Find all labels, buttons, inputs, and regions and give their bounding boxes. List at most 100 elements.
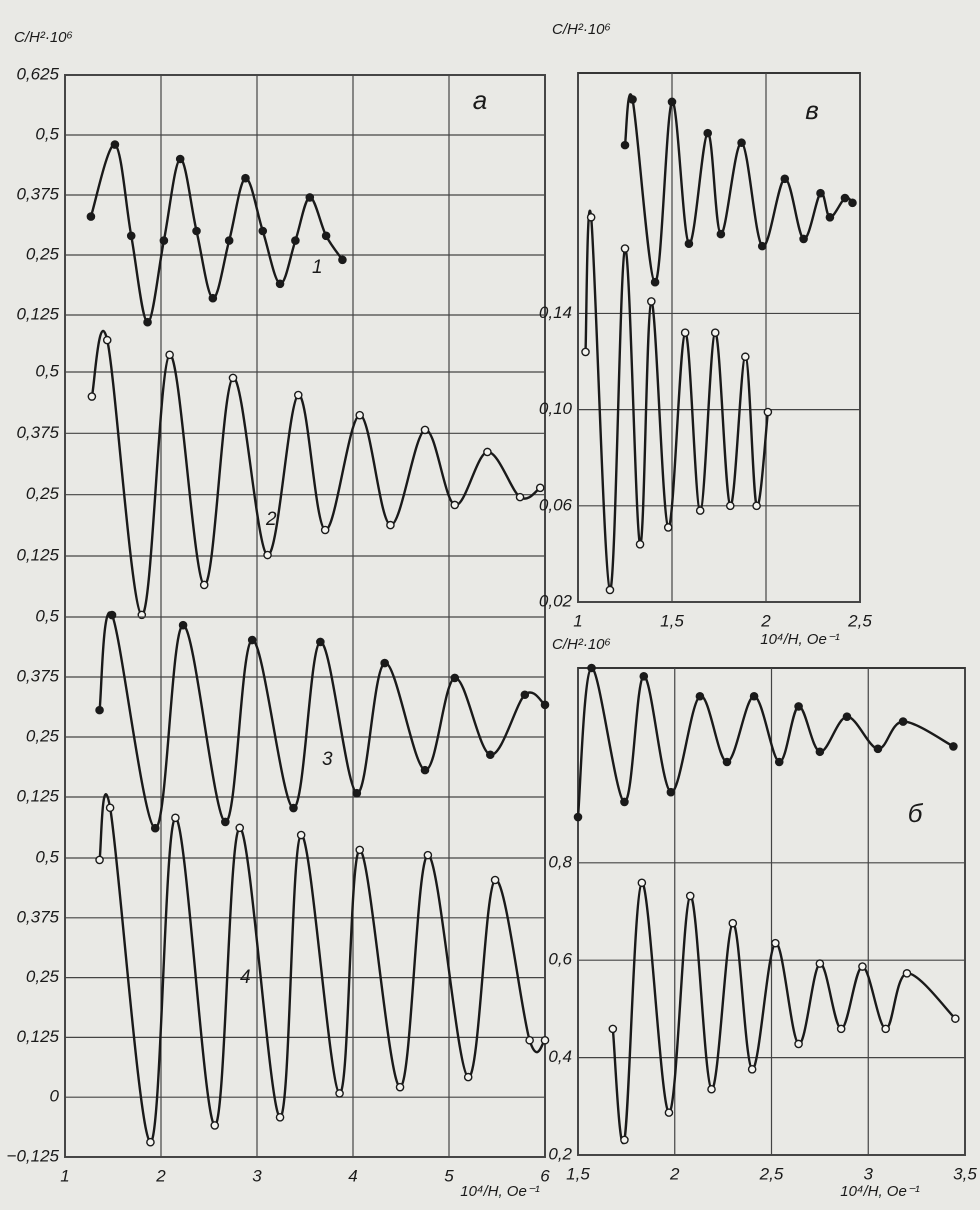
- data-point: [355, 410, 365, 420]
- y-tick-label: 0,14: [539, 303, 572, 322]
- data-point: [605, 585, 615, 595]
- data-point: [737, 138, 746, 148]
- data-point: [749, 691, 759, 701]
- data-point: [275, 279, 285, 289]
- data-point: [695, 691, 705, 701]
- data-point: [291, 236, 300, 245]
- data-point: [165, 350, 174, 360]
- data-point: [573, 812, 583, 822]
- data-point: [159, 236, 169, 245]
- data-point: [722, 757, 732, 767]
- plot-frame: [64, 74, 546, 1158]
- y-tick-label: 0,375: [16, 423, 59, 442]
- x-tick-label: 6: [540, 1166, 550, 1185]
- data-point: [620, 244, 630, 253]
- data-point: [608, 1024, 618, 1034]
- y-tick-label: 0,125: [16, 786, 59, 805]
- curve-label: 3: [322, 749, 333, 770]
- data-point: [639, 671, 649, 681]
- data-point: [873, 744, 883, 754]
- data-point: [520, 690, 530, 700]
- data-point: [663, 523, 673, 532]
- x-tick-label: 3,5: [953, 1164, 977, 1183]
- data-point: [146, 1137, 155, 1147]
- data-point: [420, 765, 430, 775]
- data-point: [842, 712, 852, 722]
- data-point: [858, 962, 867, 971]
- x-tick-label: 2: [155, 1166, 166, 1185]
- data-point: [881, 1024, 890, 1034]
- data-point: [684, 239, 694, 249]
- data-point: [848, 198, 857, 208]
- x-tick-label: 1: [573, 611, 582, 630]
- data-point: [836, 1024, 846, 1034]
- curve-label: 2: [265, 509, 277, 530]
- x-axis-label: 10⁴/H, Oe⁻¹: [840, 1183, 919, 1200]
- y-tick-label: 0,5: [35, 124, 59, 143]
- data-point: [650, 277, 660, 287]
- y-tick-label: 0,25: [26, 484, 60, 503]
- data-point: [296, 830, 306, 840]
- data-point: [289, 803, 298, 813]
- data-point: [774, 757, 784, 767]
- data-point: [825, 212, 835, 222]
- data-point: [171, 813, 180, 823]
- data-point: [898, 717, 908, 726]
- data-point: [380, 658, 389, 668]
- data-point: [771, 938, 780, 948]
- data-point: [450, 500, 460, 510]
- data-point: [586, 212, 596, 222]
- data-point: [840, 193, 850, 203]
- data-point: [716, 229, 726, 239]
- data-point: [258, 226, 268, 236]
- data-point: [725, 501, 735, 511]
- x-tick-label: 2,5: [759, 1164, 784, 1183]
- data-point: [490, 875, 500, 885]
- x-tick-label: 2: [760, 611, 771, 630]
- data-point: [685, 891, 695, 901]
- data-point: [210, 1121, 220, 1130]
- data-point: [707, 1084, 716, 1094]
- data-point: [293, 390, 303, 400]
- chart-title: a: [473, 85, 487, 115]
- x-tick-label: 3: [864, 1164, 874, 1183]
- data-point: [667, 97, 677, 107]
- curve: [584, 209, 770, 592]
- data-point: [799, 234, 808, 244]
- y-tick-label: 0,8: [548, 852, 572, 871]
- data-point: [540, 700, 550, 710]
- data-point: [463, 1072, 473, 1082]
- data-point: [620, 797, 629, 807]
- data-point: [949, 742, 958, 751]
- data-point: [423, 850, 433, 860]
- y-tick-label: 0,5: [35, 847, 59, 866]
- chart-title: в: [805, 95, 819, 125]
- data-point: [666, 787, 676, 797]
- data-point: [95, 855, 104, 865]
- data-point: [752, 501, 761, 511]
- y-tick-label: 0: [50, 1087, 60, 1106]
- data-point: [107, 610, 117, 620]
- data-point: [728, 918, 738, 928]
- data-point: [355, 845, 365, 855]
- data-point: [620, 1135, 629, 1145]
- data-point: [664, 1108, 674, 1117]
- data-point: [703, 128, 713, 138]
- y-tick-label: 0,2: [548, 1144, 572, 1163]
- y-tick-label: 0,06: [539, 495, 573, 514]
- data-point: [483, 447, 492, 457]
- data-point: [794, 702, 803, 711]
- y-tick-label: 0,6: [548, 950, 572, 969]
- data-point: [951, 1014, 960, 1023]
- data-point: [221, 817, 230, 827]
- x-tick-label: 2,5: [847, 611, 872, 630]
- data-point: [540, 1035, 550, 1045]
- data-point: [316, 637, 325, 647]
- data-point: [105, 803, 115, 813]
- x-axis-label: 10⁴/H, Oe⁻¹: [460, 1183, 539, 1200]
- data-point: [192, 226, 201, 236]
- data-point: [581, 347, 590, 357]
- data-point: [741, 352, 750, 362]
- data-point: [235, 823, 245, 833]
- data-point: [275, 1112, 285, 1122]
